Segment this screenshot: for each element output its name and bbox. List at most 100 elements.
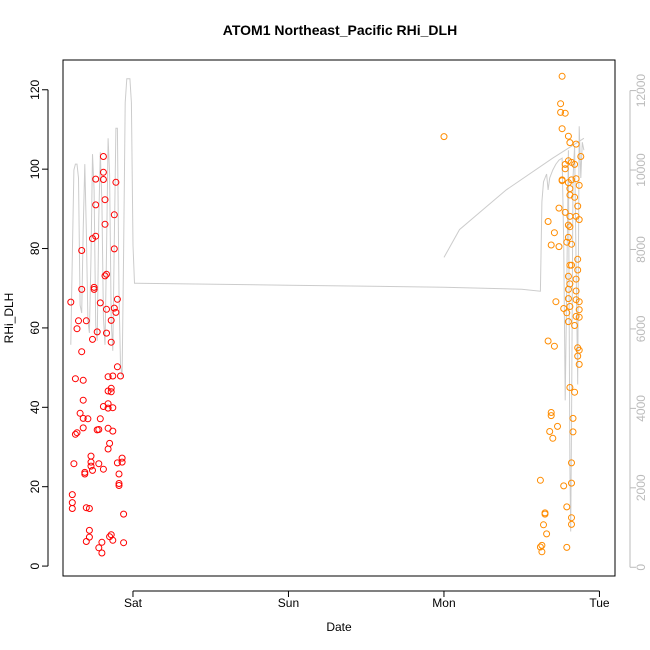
data-point — [79, 424, 87, 432]
data-point — [554, 422, 561, 430]
data-point — [103, 305, 110, 313]
y-tick-label: 60 — [28, 321, 42, 335]
data-point — [110, 304, 118, 312]
x-tick-label: Sat — [124, 596, 143, 610]
data-point — [98, 538, 106, 546]
data-point — [82, 317, 90, 325]
line-layer — [70, 78, 585, 532]
data-point — [572, 175, 580, 183]
data-point — [564, 221, 572, 229]
data-point — [90, 283, 98, 291]
data-point — [571, 193, 579, 201]
data-point — [574, 255, 582, 263]
series-line-segment-0 — [70, 78, 585, 532]
x-tick-label: Sun — [278, 596, 299, 610]
data-point — [78, 247, 86, 254]
data-point — [85, 505, 93, 512]
y2-tick-label: 0 — [634, 564, 648, 571]
data-point — [555, 204, 563, 212]
data-point — [84, 415, 92, 423]
data-point — [109, 372, 117, 380]
data-point — [75, 317, 82, 325]
data-point — [566, 303, 574, 310]
data-point — [566, 280, 574, 288]
data-point — [569, 428, 577, 436]
x-tick-label: Tue — [589, 596, 610, 610]
data-point — [101, 272, 109, 280]
data-point — [99, 176, 107, 183]
data-point — [575, 346, 583, 354]
data-point — [95, 544, 103, 552]
data-point — [71, 375, 79, 383]
data-point — [560, 482, 568, 490]
data-point — [115, 480, 123, 487]
y2-tick-label: 8000 — [634, 236, 648, 263]
data-point — [557, 100, 565, 108]
data-point — [101, 220, 109, 228]
data-point — [550, 342, 558, 350]
y2-tick-label: 10000 — [634, 153, 648, 187]
data-point — [107, 388, 115, 396]
data-point — [79, 376, 87, 384]
data-point — [89, 335, 96, 343]
y-tick-label: 0 — [28, 562, 42, 569]
x-axis-label: Date — [326, 620, 352, 634]
data-point — [95, 460, 103, 468]
data-point — [538, 548, 546, 556]
data-point — [107, 316, 115, 324]
x-axis: Sat Sun Mon Tue — [124, 590, 610, 610]
data-point — [563, 543, 571, 551]
data-point — [113, 295, 121, 303]
data-point — [568, 240, 575, 248]
data-point — [109, 536, 117, 544]
data-point — [536, 476, 544, 484]
data-point — [572, 287, 580, 295]
y2-tick-label: 12000 — [634, 74, 648, 108]
data-point — [543, 530, 551, 538]
data-point — [572, 275, 580, 283]
y-tick-label: 20 — [28, 480, 42, 494]
data-point — [561, 208, 569, 216]
data-point — [118, 458, 126, 466]
data-point — [99, 168, 107, 176]
data-point — [82, 504, 90, 512]
data-point — [113, 459, 121, 467]
data-point — [85, 533, 93, 541]
data-point — [536, 543, 544, 551]
data-point — [112, 178, 120, 186]
data-point — [92, 232, 100, 240]
data-point — [78, 348, 86, 356]
data-point — [110, 245, 118, 253]
data-point — [564, 132, 572, 140]
data-point — [104, 400, 112, 408]
data-point — [70, 460, 78, 468]
data-point — [118, 454, 126, 462]
data-point — [95, 426, 103, 433]
data-point — [103, 329, 110, 337]
data-point — [68, 499, 76, 507]
data-point — [96, 415, 104, 423]
data-point — [79, 396, 87, 404]
data-point — [103, 270, 110, 278]
data-point — [440, 133, 448, 141]
data-point — [90, 285, 98, 293]
series-line-segment-1 — [443, 137, 585, 258]
data-point — [564, 233, 572, 241]
data-point — [564, 318, 572, 326]
data-point — [564, 295, 572, 303]
data-point — [568, 459, 575, 467]
data-point — [98, 549, 106, 557]
y-tick-label: 40 — [28, 400, 42, 414]
plot-area — [67, 72, 585, 557]
data-point — [68, 505, 76, 512]
data-point — [575, 360, 583, 368]
data-point — [87, 462, 95, 470]
data-point — [99, 465, 107, 473]
data-point — [558, 72, 566, 80]
data-point — [73, 429, 81, 437]
point-layer — [67, 72, 585, 557]
data-point — [78, 285, 86, 293]
data-point — [109, 427, 117, 435]
data-point — [575, 181, 583, 189]
